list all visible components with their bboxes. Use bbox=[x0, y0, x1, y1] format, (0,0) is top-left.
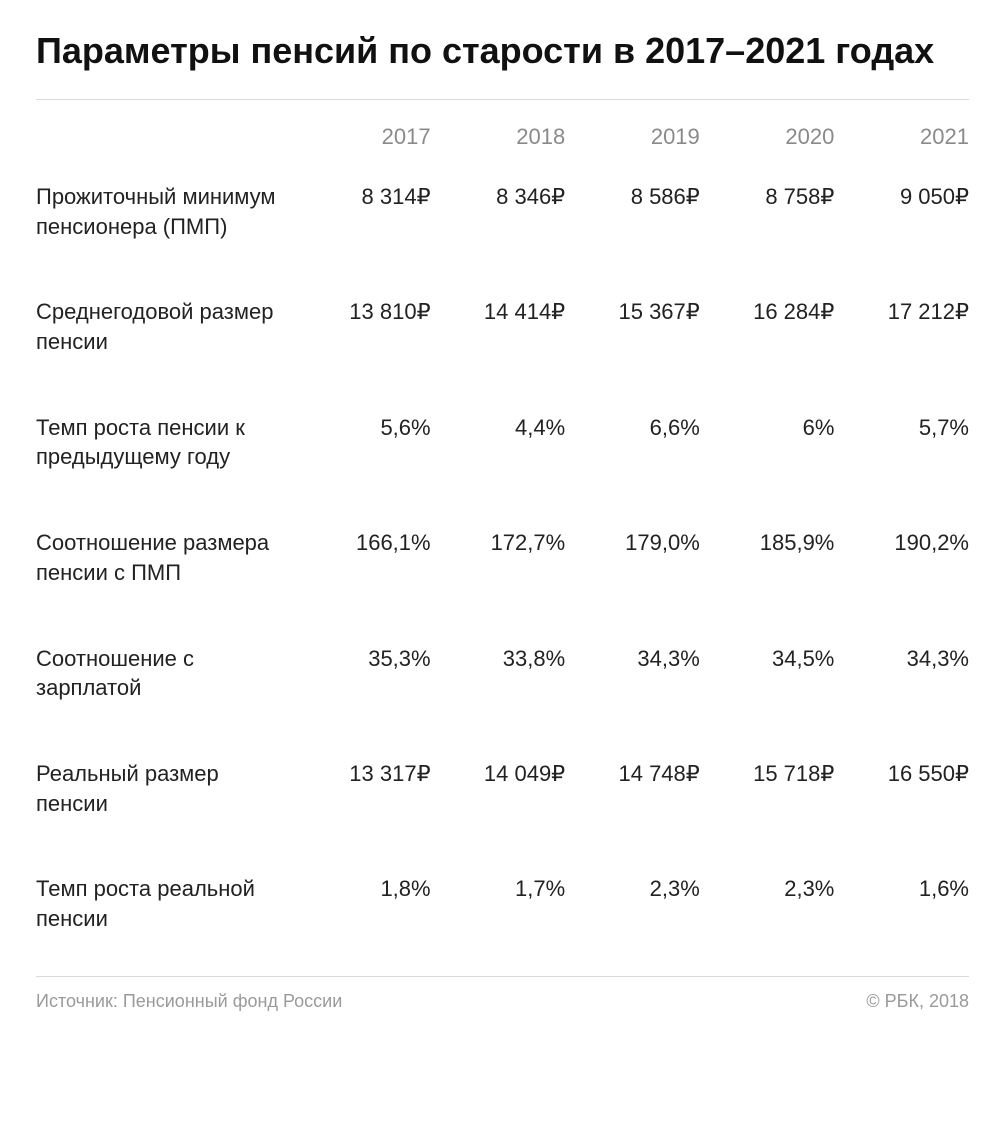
table-row: Соотношение размера пенсии с ПМП 166,1% … bbox=[36, 514, 969, 629]
table-header-cell: 2020 bbox=[700, 124, 835, 168]
table-cell: 33,8% bbox=[431, 630, 566, 745]
table-cell: 34,5% bbox=[700, 630, 835, 745]
table-cell: 185,9% bbox=[700, 514, 835, 629]
source-label: Источник: Пенсионный фонд России bbox=[36, 991, 342, 1012]
row-label: Реальный размер пенсии bbox=[36, 745, 296, 860]
page: Параметры пенсий по старости в 2017–2021… bbox=[0, 0, 1005, 1036]
table-cell: 8 758₽ bbox=[700, 168, 835, 283]
table-header-blank bbox=[36, 124, 296, 168]
row-label: Соотношение размера пенсии с ПМП bbox=[36, 514, 296, 629]
table-row: Среднегодовой размер пенсии 13 810₽ 14 4… bbox=[36, 283, 969, 398]
table-header-row: 2017 2018 2019 2020 2021 bbox=[36, 124, 969, 168]
row-label: Соотношение с зарплатой bbox=[36, 630, 296, 745]
table-header-cell: 2019 bbox=[565, 124, 700, 168]
table-row: Прожиточный минимум пенсионера (ПМП) 8 3… bbox=[36, 168, 969, 283]
table-header-cell: 2021 bbox=[834, 124, 969, 168]
table-cell: 14 748₽ bbox=[565, 745, 700, 860]
table-cell: 1,8% bbox=[296, 860, 431, 975]
table-cell: 8 586₽ bbox=[565, 168, 700, 283]
footer: Источник: Пенсионный фонд России © РБК, … bbox=[36, 991, 969, 1012]
copyright-label: © РБК, 2018 bbox=[866, 991, 969, 1012]
source-prefix: Источник: bbox=[36, 991, 123, 1011]
divider-top bbox=[36, 99, 969, 100]
table-cell: 16 550₽ bbox=[834, 745, 969, 860]
table-cell: 2,3% bbox=[565, 860, 700, 975]
table-cell: 14 049₽ bbox=[431, 745, 566, 860]
row-label: Темп роста пенсии к предыдущему году bbox=[36, 399, 296, 514]
table-cell: 190,2% bbox=[834, 514, 969, 629]
table-cell: 15 367₽ bbox=[565, 283, 700, 398]
row-label: Среднегодовой размер пенсии bbox=[36, 283, 296, 398]
table-cell: 9 050₽ bbox=[834, 168, 969, 283]
table-cell: 8 346₽ bbox=[431, 168, 566, 283]
table-header-cell: 2018 bbox=[431, 124, 566, 168]
table-cell: 13 810₽ bbox=[296, 283, 431, 398]
table-cell: 8 314₽ bbox=[296, 168, 431, 283]
row-label: Прожиточный минимум пенсионера (ПМП) bbox=[36, 168, 296, 283]
table-cell: 5,7% bbox=[834, 399, 969, 514]
page-title: Параметры пенсий по старости в 2017–2021… bbox=[36, 28, 969, 73]
table-cell: 1,7% bbox=[431, 860, 566, 975]
table-cell: 2,3% bbox=[700, 860, 835, 975]
table-cell: 4,4% bbox=[431, 399, 566, 514]
table-cell: 14 414₽ bbox=[431, 283, 566, 398]
table-cell: 6% bbox=[700, 399, 835, 514]
table-cell: 179,0% bbox=[565, 514, 700, 629]
table-row: Темп роста реальной пенсии 1,8% 1,7% 2,3… bbox=[36, 860, 969, 975]
table-cell: 35,3% bbox=[296, 630, 431, 745]
table-cell: 172,7% bbox=[431, 514, 566, 629]
pension-table: 2017 2018 2019 2020 2021 Прожиточный мин… bbox=[36, 124, 969, 976]
table-cell: 16 284₽ bbox=[700, 283, 835, 398]
table-cell: 1,6% bbox=[834, 860, 969, 975]
table-cell: 34,3% bbox=[565, 630, 700, 745]
table-cell: 17 212₽ bbox=[834, 283, 969, 398]
table-cell: 6,6% bbox=[565, 399, 700, 514]
table-row: Реальный размер пенсии 13 317₽ 14 049₽ 1… bbox=[36, 745, 969, 860]
table-cell: 5,6% bbox=[296, 399, 431, 514]
table-cell: 34,3% bbox=[834, 630, 969, 745]
row-label: Темп роста реальной пенсии bbox=[36, 860, 296, 975]
table-cell: 13 317₽ bbox=[296, 745, 431, 860]
table-row: Темп роста пенсии к предыдущему году 5,6… bbox=[36, 399, 969, 514]
table-cell: 15 718₽ bbox=[700, 745, 835, 860]
table-row: Соотношение с зарплатой 35,3% 33,8% 34,3… bbox=[36, 630, 969, 745]
divider-bottom bbox=[36, 976, 969, 977]
table-cell: 166,1% bbox=[296, 514, 431, 629]
table-header-cell: 2017 bbox=[296, 124, 431, 168]
source-name: Пенсионный фонд России bbox=[123, 991, 342, 1011]
